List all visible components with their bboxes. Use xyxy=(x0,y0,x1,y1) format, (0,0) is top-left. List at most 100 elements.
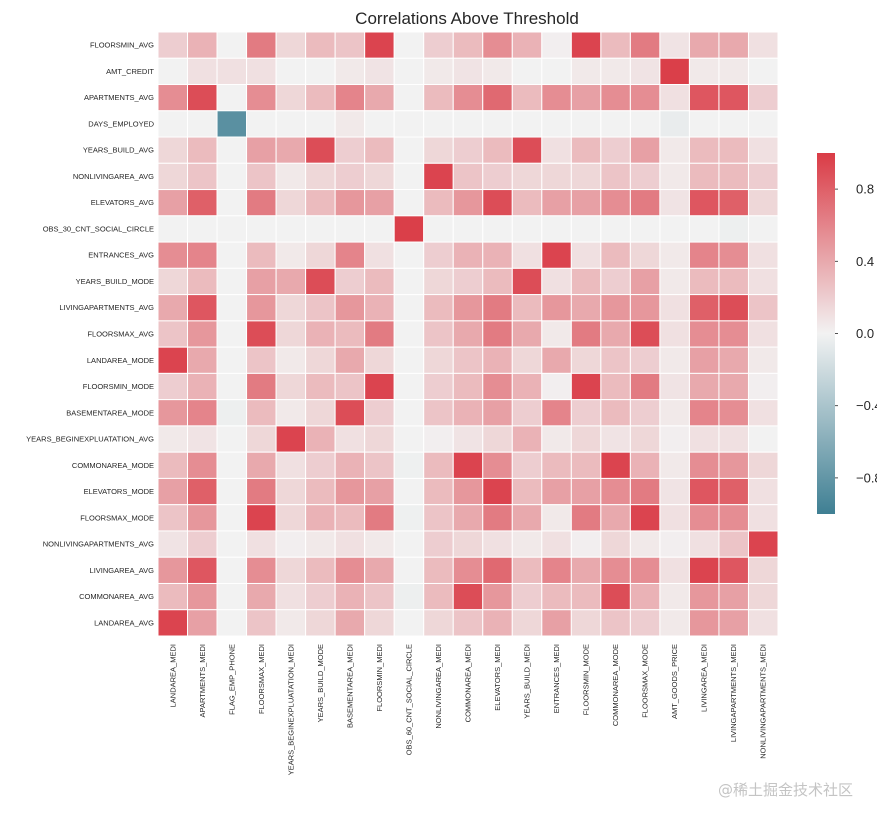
heatmap-cell xyxy=(246,346,277,374)
heatmap-cell xyxy=(216,31,248,59)
column-label: LIVINGAREA_MEDI xyxy=(700,644,709,712)
heatmap-cell xyxy=(187,477,218,506)
heatmap-cell xyxy=(334,84,366,112)
heatmap-cell xyxy=(659,110,690,138)
heatmap-cell xyxy=(187,425,218,453)
heatmap-cell xyxy=(305,451,336,479)
heatmap-cell xyxy=(629,399,661,427)
column-label: AMT_GOODS_PRICE xyxy=(670,644,679,719)
heatmap-cell xyxy=(452,320,484,348)
row-label: FLOORSMIN_AVG xyxy=(90,41,154,50)
heatmap-cell xyxy=(334,504,366,532)
watermark: @稀土掘金技术社区 xyxy=(717,781,853,799)
heatmap-cell xyxy=(541,215,572,243)
heatmap-cell xyxy=(423,609,454,637)
heatmap-cell xyxy=(482,136,513,164)
heatmap-cell xyxy=(216,136,248,164)
heatmap-cell xyxy=(511,451,543,479)
heatmap-cell xyxy=(216,582,248,611)
heatmap-cell xyxy=(452,425,484,453)
heatmap-cell xyxy=(246,451,277,479)
heatmap-cell xyxy=(511,136,543,164)
heatmap-cell xyxy=(275,425,307,453)
heatmap-cell xyxy=(364,372,395,401)
heatmap-cell xyxy=(629,425,661,453)
heatmap-cell xyxy=(659,477,690,506)
heatmap-cell xyxy=(157,504,189,532)
heatmap-cell xyxy=(305,215,336,243)
heatmap-cell xyxy=(216,504,248,532)
heatmap-cell xyxy=(275,57,307,86)
heatmap-cell xyxy=(570,372,602,401)
heatmap-cell xyxy=(482,267,513,296)
row-label: YEARS_BUILD_MODE xyxy=(76,277,154,286)
heatmap-cell xyxy=(452,372,484,401)
colorbar-tick-label: −0.8 xyxy=(856,470,877,485)
heatmap-cell xyxy=(600,189,631,217)
heatmap-cell xyxy=(452,136,484,164)
heatmap-cell xyxy=(275,267,307,296)
heatmap-cell xyxy=(275,504,307,532)
heatmap-cell xyxy=(541,320,572,348)
heatmap-cell xyxy=(216,399,248,427)
heatmap-cell xyxy=(629,136,661,164)
column-label: FLAG_EMP_PHONE xyxy=(227,644,236,715)
heatmap-cell xyxy=(187,84,218,112)
heatmap-cell xyxy=(659,294,690,322)
heatmap-cell xyxy=(688,530,720,558)
heatmap-cell xyxy=(452,57,484,86)
heatmap-cell xyxy=(629,162,661,191)
heatmap-cell xyxy=(600,425,631,453)
heatmap-cell xyxy=(305,399,336,427)
heatmap-cell xyxy=(541,346,572,374)
heatmap-cell xyxy=(629,31,661,59)
heatmap-cell xyxy=(570,267,602,296)
heatmap-cell xyxy=(423,241,454,269)
heatmap-cell xyxy=(216,294,248,322)
heatmap-cell xyxy=(570,241,602,269)
heatmap-cell xyxy=(275,215,307,243)
heatmap-cell xyxy=(659,162,690,191)
heatmap-cell xyxy=(334,241,366,269)
heatmap-cell xyxy=(216,372,248,401)
heatmap-cell xyxy=(659,582,690,611)
heatmap-cell xyxy=(541,530,572,558)
heatmap-cell xyxy=(393,609,425,637)
heatmap-cell xyxy=(246,215,277,243)
heatmap-cell xyxy=(659,530,690,558)
heatmap-cell xyxy=(629,477,661,506)
heatmap-cell xyxy=(541,399,572,427)
row-label: NONLIVINGAPARTMENTS_AVG xyxy=(43,540,154,549)
heatmap-cell xyxy=(482,110,513,138)
heatmap-cell xyxy=(541,504,572,532)
heatmap-cell xyxy=(511,556,543,584)
heatmap-cell xyxy=(246,425,277,453)
heatmap-cell xyxy=(718,556,749,584)
heatmap-cell xyxy=(570,84,602,112)
heatmap-cell xyxy=(275,372,307,401)
heatmap-cell xyxy=(364,267,395,296)
heatmap-cell xyxy=(364,294,395,322)
heatmap-cell xyxy=(688,372,720,401)
heatmap-cell xyxy=(423,267,454,296)
heatmap-cell xyxy=(187,582,218,611)
heatmap-cell xyxy=(688,477,720,506)
heatmap-cell xyxy=(541,267,572,296)
heatmap-cell xyxy=(688,609,720,637)
heatmap-cell xyxy=(305,504,336,532)
heatmap-cell xyxy=(659,346,690,374)
heatmap-cell xyxy=(393,294,425,322)
heatmap-cell xyxy=(600,110,631,138)
column-label: NONLIVINGAPARTMENTS_MEDI xyxy=(759,644,768,759)
heatmap-cell xyxy=(570,425,602,453)
heatmap-cell xyxy=(659,215,690,243)
row-labels: FLOORSMIN_AVG AMT_CREDIT APARTMENTS_AVG DAY… xyxy=(26,41,154,628)
heatmap-cell xyxy=(747,241,779,269)
heatmap-cell xyxy=(688,556,720,584)
heatmap-cell xyxy=(629,530,661,558)
heatmap-cell xyxy=(718,267,749,296)
heatmap-cell xyxy=(246,162,277,191)
heatmap-cell xyxy=(423,530,454,558)
heatmap-cell xyxy=(393,110,425,138)
heatmap-cell xyxy=(275,582,307,611)
